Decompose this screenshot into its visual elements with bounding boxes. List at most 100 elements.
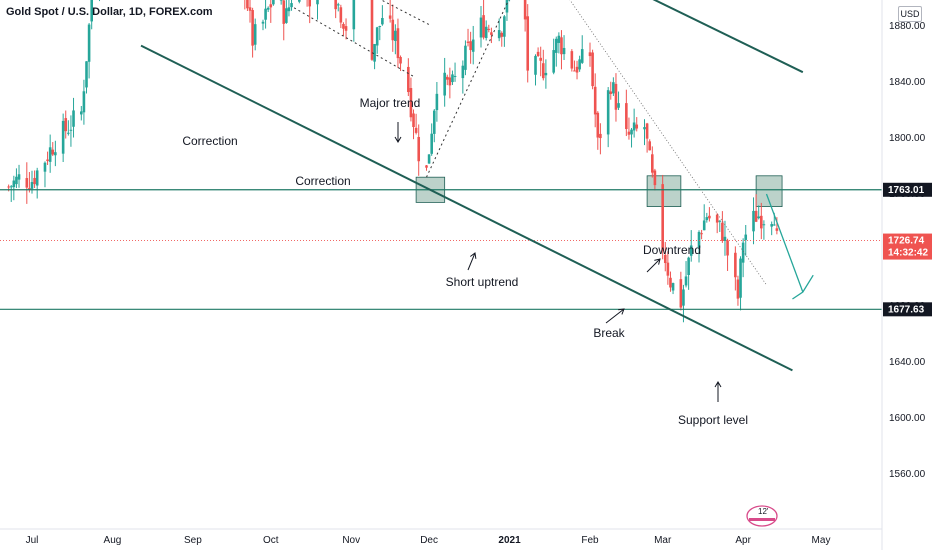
candle-body bbox=[596, 112, 600, 138]
projection-arrow-line bbox=[765, 193, 804, 293]
major-trend-upper-line bbox=[652, 0, 804, 74]
candle-body bbox=[726, 240, 729, 256]
countdown-label: 14:32:42 bbox=[888, 248, 928, 259]
candle-body bbox=[578, 59, 581, 70]
y-tick-label: 1800.00 bbox=[889, 133, 926, 144]
candle-body bbox=[541, 63, 545, 79]
candle-body bbox=[772, 224, 776, 226]
candle-body bbox=[388, 15, 392, 19]
annotations-layer: Major trend Correction Correction Short upt… bbox=[182, 96, 748, 427]
x-tick-label: May bbox=[812, 535, 831, 546]
candle-body bbox=[261, 21, 265, 24]
candle-body bbox=[562, 47, 566, 55]
chart-title: Gold Spot / U.S. Dollar, 1D, FOREX.com bbox=[6, 6, 213, 18]
candle-body bbox=[741, 242, 745, 263]
candle-body bbox=[9, 186, 13, 188]
candle-body bbox=[523, 0, 527, 20]
candle-body bbox=[246, 0, 249, 9]
candle-body bbox=[451, 74, 454, 83]
candle-body bbox=[487, 28, 491, 30]
candle-body bbox=[580, 49, 584, 63]
candle-body bbox=[25, 178, 29, 188]
zone-retest bbox=[755, 175, 783, 208]
x-tick-label: Oct bbox=[263, 535, 279, 546]
candle-body bbox=[739, 258, 742, 298]
annotation-label-2: Correction bbox=[295, 174, 350, 188]
annotation-label-1: Correction bbox=[182, 134, 237, 148]
candle-body bbox=[54, 152, 57, 156]
candle-body bbox=[715, 214, 719, 223]
annotation-arrow-3 bbox=[605, 308, 625, 324]
annotation-arrow-2 bbox=[646, 258, 661, 273]
candle-body bbox=[67, 132, 70, 134]
candle-body bbox=[479, 17, 483, 38]
candle-body bbox=[334, 0, 337, 10]
y-tick-label: 1880.00 bbox=[889, 21, 926, 32]
candle-body bbox=[272, 0, 275, 5]
candle-body bbox=[635, 124, 639, 129]
candle-body bbox=[708, 215, 711, 219]
candle-body bbox=[396, 28, 400, 59]
candle-body bbox=[736, 279, 740, 299]
major-trend-lower-line bbox=[140, 44, 793, 372]
candle-body bbox=[391, 19, 395, 41]
candle-body bbox=[554, 38, 558, 53]
candle-body bbox=[575, 66, 579, 73]
candle-body bbox=[61, 120, 65, 154]
candle-body bbox=[69, 129, 73, 131]
candle-body bbox=[471, 39, 475, 52]
candle-body bbox=[443, 72, 446, 96]
candle-body bbox=[689, 245, 693, 256]
candle-body bbox=[381, 17, 384, 25]
y-tick-label: 1560.00 bbox=[889, 469, 926, 480]
candle-body bbox=[427, 154, 431, 164]
candle-body bbox=[482, 15, 485, 38]
candle-body bbox=[85, 61, 88, 88]
candle-body bbox=[591, 52, 594, 87]
candle-body bbox=[705, 217, 709, 221]
candle-body bbox=[775, 228, 779, 231]
candle-body bbox=[645, 123, 649, 139]
candle-body bbox=[697, 231, 701, 248]
candle-body bbox=[409, 88, 413, 118]
x-tick-label: Dec bbox=[420, 535, 438, 546]
candle-body bbox=[90, 0, 93, 22]
candle-body bbox=[570, 51, 574, 69]
candle-body bbox=[43, 162, 47, 172]
candle-body bbox=[630, 129, 633, 135]
candle-body bbox=[718, 220, 722, 222]
candle-body bbox=[64, 118, 68, 132]
candle-body bbox=[661, 184, 664, 252]
x-tick-label: Feb bbox=[581, 535, 599, 546]
candle-body bbox=[770, 224, 773, 227]
currency-unit[interactable]: USD bbox=[898, 6, 922, 22]
level-badge-upper bbox=[883, 182, 932, 197]
y-tick-label: 1640.00 bbox=[889, 357, 926, 368]
candle-body bbox=[588, 52, 592, 57]
candle-body bbox=[573, 70, 576, 72]
candle-body bbox=[248, 7, 252, 11]
candle-body bbox=[30, 182, 34, 189]
candle-body bbox=[370, 0, 374, 60]
candle-body bbox=[414, 127, 418, 133]
candle-body bbox=[448, 77, 452, 86]
tradingview-logo-icon[interactable]: 12' bbox=[745, 503, 779, 527]
candle-body bbox=[650, 154, 654, 173]
candle-body bbox=[534, 55, 537, 75]
x-tick-label: Mar bbox=[654, 535, 672, 546]
candle-body bbox=[557, 35, 561, 43]
candle-body bbox=[287, 7, 291, 12]
candle-body bbox=[723, 236, 727, 242]
candle-body bbox=[342, 23, 345, 29]
candle-body bbox=[754, 210, 758, 222]
candle-body bbox=[682, 289, 685, 306]
candle-body bbox=[378, 26, 382, 28]
annotation-arrowhead-2 bbox=[654, 258, 661, 265]
x-tick-label: Aug bbox=[104, 535, 122, 546]
candle-body bbox=[80, 111, 83, 115]
annotation-arrowhead-4 bbox=[714, 381, 722, 388]
x-tick-label: Apr bbox=[735, 535, 751, 546]
candle-body bbox=[643, 127, 646, 130]
